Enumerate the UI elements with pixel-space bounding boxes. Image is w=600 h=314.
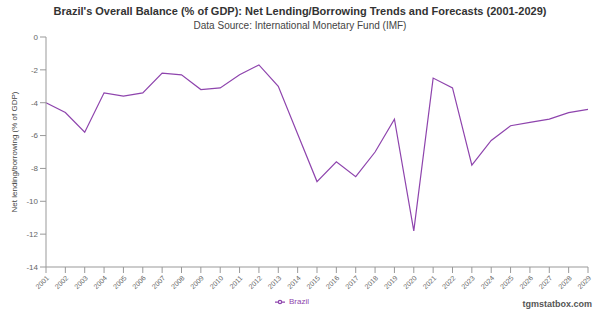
- svg-text:2016: 2016: [325, 274, 341, 290]
- svg-text:-6: -6: [31, 131, 39, 140]
- svg-text:2009: 2009: [189, 274, 205, 290]
- svg-text:2023: 2023: [460, 274, 476, 290]
- svg-text:2024: 2024: [479, 274, 495, 290]
- svg-text:2020: 2020: [402, 274, 418, 290]
- html-text:Brazil's Overall Balance (% of: Brazil's Overall Balance (% of GDP): Net…: [53, 5, 547, 17]
- svg-text:2008: 2008: [170, 274, 186, 290]
- html-text:Data Source: International Mon: Data Source: International Monetary Fund…: [193, 20, 407, 31]
- svg-text:-2: -2: [31, 66, 39, 75]
- svg-text:0: 0: [34, 33, 39, 42]
- svg-text:2017: 2017: [344, 274, 360, 290]
- svg-text:2021: 2021: [421, 274, 437, 290]
- svg-text:2004: 2004: [92, 274, 108, 290]
- svg-text:-4: -4: [31, 99, 39, 108]
- svg-text:-14: -14: [26, 263, 38, 272]
- svg-text:2007: 2007: [150, 274, 166, 290]
- svg-text:-10: -10: [26, 197, 38, 206]
- svg-text:2003: 2003: [73, 274, 89, 290]
- svg-text:2018: 2018: [363, 274, 379, 290]
- svg-text:2011: 2011: [228, 274, 244, 290]
- svg-text:2010: 2010: [208, 274, 224, 290]
- svg-text:2027: 2027: [538, 274, 554, 290]
- svg-text:2022: 2022: [441, 274, 457, 290]
- svg-text:2028: 2028: [557, 274, 573, 290]
- svg-text:-12: -12: [26, 230, 38, 239]
- svg-text:2019: 2019: [383, 274, 399, 290]
- svg-text:2012: 2012: [247, 274, 263, 290]
- svg-text:2006: 2006: [131, 274, 147, 290]
- svg-text:2013: 2013: [267, 274, 283, 290]
- svg-text:2002: 2002: [54, 274, 70, 290]
- svg-text:2029: 2029: [576, 274, 592, 290]
- svg-text:2025: 2025: [499, 274, 515, 290]
- svg-text:2005: 2005: [112, 274, 128, 290]
- svg-text:Net lending/borrowing (% of GD: Net lending/borrowing (% of GDP): [10, 91, 19, 212]
- svg-text:2015: 2015: [305, 274, 321, 290]
- html-text:Brazil: Brazil: [289, 297, 309, 307]
- svg-text:2001: 2001: [34, 274, 50, 290]
- svg-text:2014: 2014: [286, 274, 302, 290]
- html-text:tgmstatbox.com: tgmstatbox.com: [522, 299, 592, 309]
- svg-text:-8: -8: [31, 164, 39, 173]
- svg-text:2026: 2026: [518, 274, 534, 290]
